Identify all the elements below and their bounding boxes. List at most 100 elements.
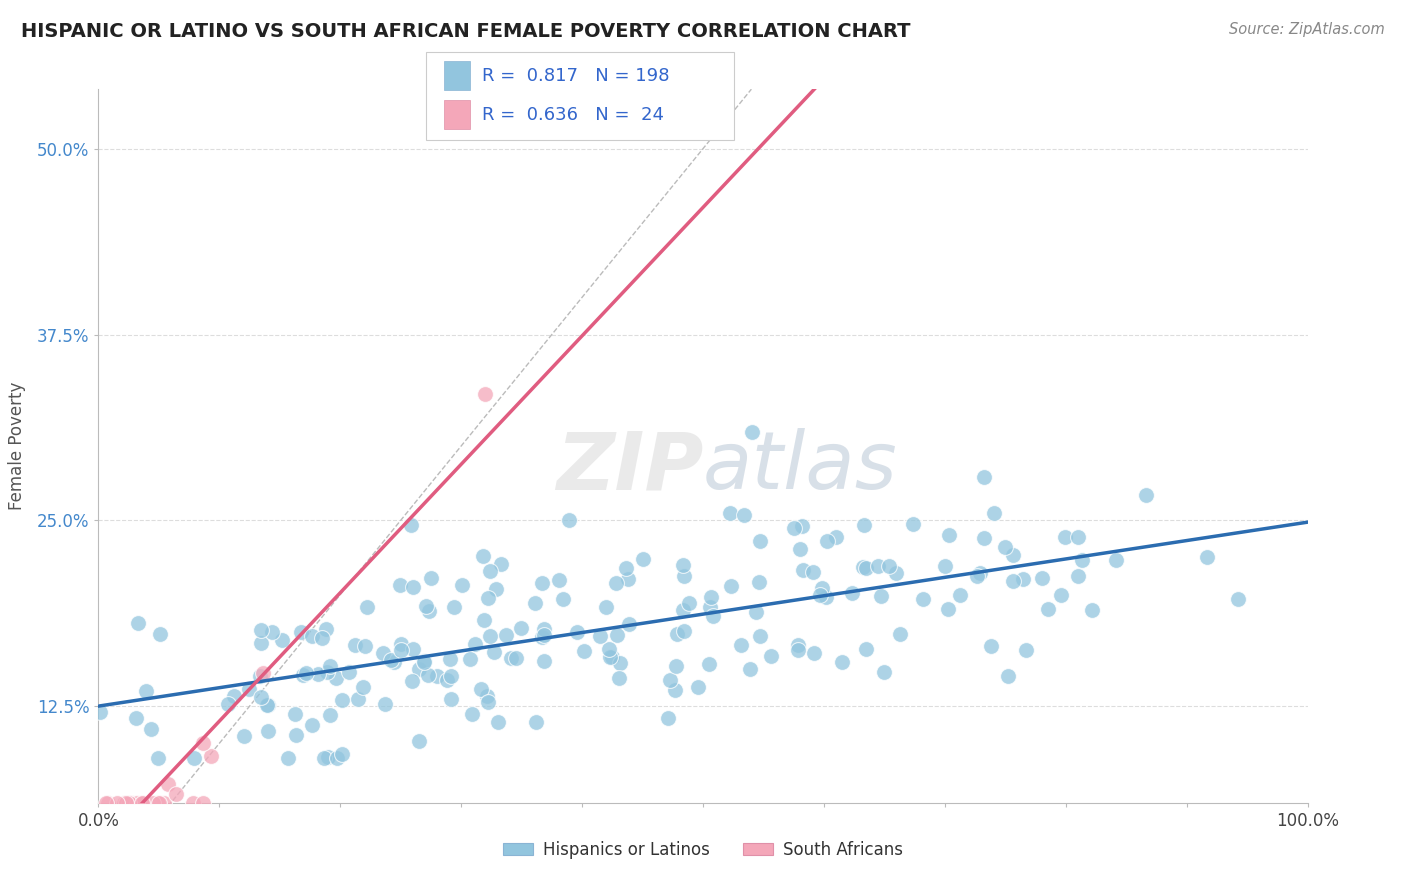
Point [301, 718, 323, 732]
Point [949, 588, 972, 602]
Point [666, 626, 689, 640]
Point [152, 796, 174, 810]
Point [533, 654, 555, 668]
Point [1081, 603, 1104, 617]
Point [605, 576, 627, 591]
Point [443, 600, 465, 615]
Point [600, 649, 623, 664]
Point [148, 796, 170, 810]
Point [232, 729, 254, 743]
Point [553, 591, 575, 606]
Point [464, 636, 486, 650]
Point [440, 692, 463, 706]
Point [748, 533, 770, 548]
Point [426, 669, 449, 683]
Point [1038, 601, 1060, 615]
Point [352, 680, 374, 694]
Point [181, 796, 204, 810]
Point [408, 661, 430, 675]
Point [853, 518, 876, 533]
Point [408, 734, 430, 748]
Point [866, 558, 889, 573]
Point [479, 564, 502, 578]
Point [312, 751, 335, 765]
Point [688, 681, 710, 695]
Point [741, 425, 763, 439]
Point [531, 630, 554, 644]
Point [619, 616, 641, 631]
Point [477, 695, 499, 709]
Point [224, 690, 246, 704]
Point [572, 644, 595, 658]
Point [720, 578, 742, 592]
Point [1001, 548, 1024, 562]
Point [112, 796, 135, 810]
Point [318, 750, 340, 764]
Point [412, 655, 434, 669]
Point [488, 714, 510, 729]
Point [700, 590, 723, 604]
Point [491, 558, 513, 572]
Point [256, 724, 278, 739]
Text: HISPANIC OR LATINO VS SOUTH AFRICAN FEMALE POVERTY CORRELATION CHART: HISPANIC OR LATINO VS SOUTH AFRICAN FEMA… [21, 22, 911, 41]
Point [983, 506, 1005, 520]
Point [374, 697, 396, 711]
Point [420, 571, 443, 585]
Point [250, 690, 273, 704]
Point [811, 581, 834, 595]
Point [284, 706, 307, 721]
Point [609, 656, 631, 670]
Point [354, 639, 377, 653]
Point [825, 530, 848, 544]
Point [382, 655, 405, 669]
Point [969, 566, 991, 581]
Point [402, 641, 425, 656]
Point [319, 659, 342, 673]
Point [1067, 530, 1090, 544]
Point [252, 665, 274, 680]
Point [401, 673, 423, 688]
Text: R =  0.817   N = 198: R = 0.817 N = 198 [482, 67, 669, 85]
Point [884, 566, 907, 580]
Point [416, 668, 439, 682]
Point [801, 565, 824, 579]
Point [803, 647, 825, 661]
Point [606, 628, 628, 642]
Point [524, 714, 547, 729]
Point [672, 569, 695, 583]
Point [115, 796, 138, 810]
Point [749, 629, 772, 643]
Point [678, 596, 700, 610]
Point [97, 796, 120, 810]
Point [135, 683, 157, 698]
Point [165, 787, 187, 801]
Point [1197, 550, 1219, 565]
Point [672, 558, 695, 573]
Point [484, 645, 506, 659]
Point [356, 599, 378, 614]
Point [347, 692, 370, 706]
Point [658, 673, 681, 687]
Point [326, 751, 349, 765]
Point [477, 689, 499, 703]
Point [260, 625, 283, 640]
Point [814, 591, 837, 605]
Point [105, 796, 128, 810]
Point [787, 638, 810, 652]
Point [285, 727, 308, 741]
Point [1070, 553, 1092, 567]
Point [325, 671, 347, 685]
Point [510, 621, 533, 635]
Point [1031, 571, 1053, 585]
Point [548, 573, 571, 587]
Point [495, 627, 517, 641]
Point [470, 682, 492, 697]
Point [193, 796, 215, 810]
Point [869, 589, 891, 603]
Point [330, 747, 353, 762]
Point [125, 796, 148, 810]
Point [855, 642, 877, 657]
Point [533, 622, 555, 636]
Point [118, 796, 141, 810]
Point [380, 653, 402, 667]
